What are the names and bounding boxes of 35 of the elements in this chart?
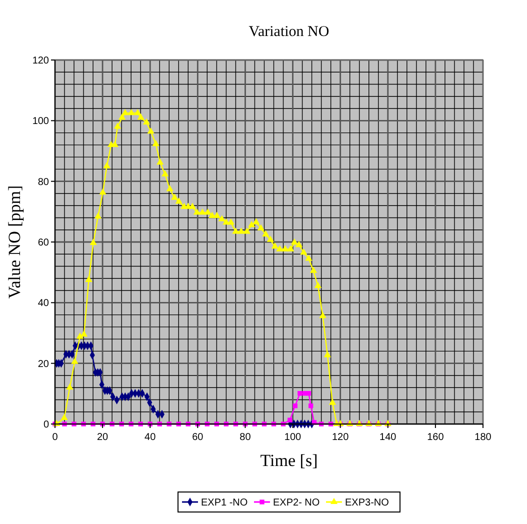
point	[81, 422, 86, 426]
x-tick-label: 120	[332, 432, 350, 443]
x-tick-label: 40	[144, 432, 156, 443]
y-tick-label: 60	[38, 238, 50, 248]
x-tick-label: 0	[52, 432, 58, 443]
y-tick-label: 40	[38, 298, 50, 310]
point	[292, 403, 298, 408]
y-tick-label: 20	[38, 358, 50, 370]
legend-label: EXP2- NO	[273, 498, 320, 508]
legend-label: EXP1 -NO	[201, 498, 248, 508]
legend-label: EXP3-NO	[345, 498, 390, 508]
x-tick-label: 180	[474, 432, 492, 443]
x-tick-label: 100	[284, 432, 302, 443]
point	[90, 422, 96, 426]
point	[128, 422, 134, 426]
x-tick-label: 80	[240, 432, 252, 443]
point	[62, 422, 67, 426]
y-tick-label: 0	[43, 420, 50, 430]
y-tick-label: 100	[32, 116, 50, 128]
point	[308, 403, 314, 408]
point	[72, 422, 76, 426]
point	[288, 418, 292, 422]
point	[298, 391, 302, 396]
x-tick-label: 20	[96, 432, 109, 443]
x-tick-label: 60	[192, 432, 204, 443]
x-tick-label: 140	[380, 432, 397, 443]
chart-title: Variation NO	[248, 24, 330, 40]
point	[119, 422, 124, 426]
y-tick-label: 80	[38, 176, 50, 188]
x-axis-title: Time [s]	[260, 451, 318, 470]
y-axis-title: Value NO [ppm]	[5, 185, 24, 299]
y-tick-label: 120	[32, 56, 50, 66]
point	[306, 391, 312, 396]
point	[110, 422, 114, 426]
x-tick-label: 160	[427, 432, 444, 443]
